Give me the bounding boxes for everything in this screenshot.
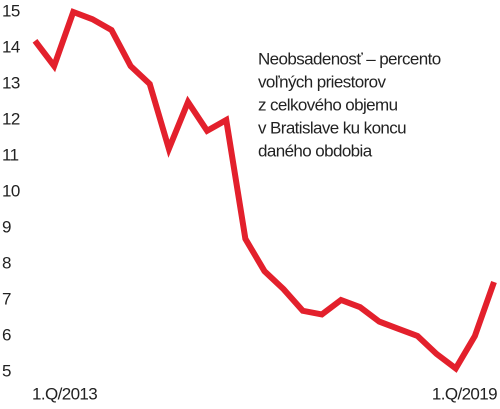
- y-tick-label: 12: [2, 109, 20, 128]
- x-tick-label: 1.Q/2013: [32, 384, 97, 403]
- annotation: Neobsadenosť – percento: [258, 49, 441, 68]
- annotation: z celkového objemu: [258, 95, 398, 114]
- y-tick-label: 6: [2, 325, 11, 344]
- y-tick-label: 13: [2, 73, 20, 92]
- y-tick-label: 8: [2, 253, 11, 272]
- y-tick-label: 14: [2, 37, 20, 56]
- annotation: v Bratislave ku koncu: [258, 118, 406, 137]
- y-tick-label: 15: [2, 1, 20, 20]
- line: [32, 8, 497, 373]
- annotation: daného obdobia: [258, 141, 373, 160]
- y-tick-label: 9: [2, 217, 11, 236]
- y-tick-label: 7: [2, 289, 11, 308]
- x-tick-label: 1.Q/2019: [432, 384, 497, 403]
- y-tick-label: 10: [2, 181, 20, 200]
- annotation: voľných priestorov: [258, 72, 386, 91]
- y-tick-label: 11: [2, 145, 19, 164]
- y-tick-label: 5: [2, 361, 11, 380]
